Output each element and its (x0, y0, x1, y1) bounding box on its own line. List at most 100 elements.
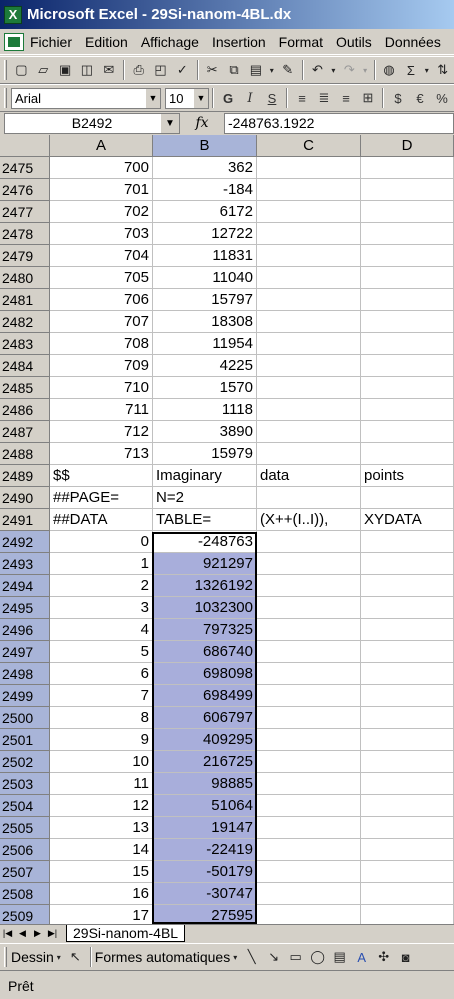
wordart-icon[interactable]: A (357, 949, 367, 965)
cell-c[interactable] (257, 531, 361, 553)
row-header[interactable]: 2481 (0, 289, 50, 311)
cell-b[interactable]: N=2 (153, 487, 257, 509)
cell-c[interactable] (257, 487, 361, 509)
cell-d[interactable] (361, 377, 454, 399)
cell-a[interactable]: 709 (50, 355, 153, 377)
cell-d[interactable] (361, 575, 454, 597)
row-header[interactable]: 2482 (0, 311, 50, 333)
row-header[interactable]: 2479 (0, 245, 50, 267)
cell-d[interactable] (361, 289, 454, 311)
cell-a[interactable]: ##PAGE= (50, 487, 153, 509)
cell-a[interactable]: 701 (50, 179, 153, 201)
cell-c[interactable] (257, 905, 361, 924)
cell-b[interactable]: 4225 (153, 355, 257, 377)
cell-d[interactable] (361, 839, 454, 861)
row-header[interactable]: 2495 (0, 597, 50, 619)
row-header[interactable]: 2490 (0, 487, 50, 509)
cell-d[interactable] (361, 861, 454, 883)
row-header[interactable]: 2491 (0, 509, 50, 531)
cell-b[interactable]: -184 (153, 179, 257, 201)
cell-c[interactable] (257, 663, 361, 685)
cell-a[interactable]: 700 (50, 157, 153, 179)
cell-a[interactable]: 706 (50, 289, 153, 311)
cell-b[interactable]: 27595 (153, 905, 257, 924)
next-sheet-icon[interactable]: ▶ (34, 928, 41, 938)
hyperlink-icon[interactable]: ◍ (383, 62, 395, 77)
cell-b[interactable]: 51064 (153, 795, 257, 817)
cell-a[interactable]: 2 (50, 575, 153, 597)
undo-icon[interactable]: ↶ (312, 62, 323, 77)
prev-sheet-icon[interactable]: ◀ (19, 928, 26, 938)
row-header[interactable]: 2484 (0, 355, 50, 377)
cell-b[interactable]: -30747 (153, 883, 257, 905)
cell-b[interactable]: 12722 (153, 223, 257, 245)
cell-b[interactable]: TABLE= (153, 509, 257, 531)
row-header[interactable]: 2505 (0, 817, 50, 839)
fx-icon[interactable]: fx (195, 115, 209, 131)
row-header[interactable]: 2504 (0, 795, 50, 817)
copy-icon[interactable]: ⧉ (229, 62, 239, 77)
bold-icon[interactable]: G (222, 90, 234, 106)
cell-b[interactable]: 3890 (153, 421, 257, 443)
cell-b[interactable]: 15979 (153, 443, 257, 465)
align-center-icon[interactable]: ≣ (318, 90, 330, 105)
cell-d[interactable] (361, 795, 454, 817)
cell-d[interactable] (361, 685, 454, 707)
cell-b[interactable]: 1032300 (153, 597, 257, 619)
font-select[interactable]: Arial ▼ (11, 87, 161, 109)
column-header-a[interactable]: A (50, 135, 153, 157)
draw-menu-button[interactable]: Dessin (11, 949, 54, 965)
cell-a[interactable]: 8 (50, 707, 153, 729)
cell-c[interactable] (257, 245, 361, 267)
cell-b[interactable]: 11040 (153, 267, 257, 289)
cell-a[interactable]: 705 (50, 267, 153, 289)
cell-a[interactable]: 704 (50, 245, 153, 267)
cell-a[interactable]: 16 (50, 883, 153, 905)
euro-icon[interactable]: € (416, 90, 424, 106)
row-header[interactable]: 2492 (0, 531, 50, 553)
row-header[interactable]: 2499 (0, 685, 50, 707)
cell-d[interactable]: XYDATA (361, 509, 454, 531)
cell-c[interactable] (257, 553, 361, 575)
chevron-down-icon[interactable]: ▼ (145, 88, 160, 108)
row-header[interactable]: 2489 (0, 465, 50, 487)
cell-c[interactable] (257, 311, 361, 333)
cell-c[interactable] (257, 289, 361, 311)
cell-c[interactable] (257, 399, 361, 421)
cell-a[interactable]: 702 (50, 201, 153, 223)
cell-b[interactable]: -22419 (153, 839, 257, 861)
cell-b[interactable]: 797325 (153, 619, 257, 641)
cell-d[interactable] (361, 883, 454, 905)
cell-c[interactable] (257, 619, 361, 641)
cell-b[interactable]: 686740 (153, 641, 257, 663)
cell-b[interactable]: Imaginary (153, 465, 257, 487)
merge-center-icon[interactable]: ⊞ (362, 90, 374, 105)
row-header[interactable]: 2493 (0, 553, 50, 575)
cell-b[interactable]: 1118 (153, 399, 257, 421)
cell-d[interactable] (361, 443, 454, 465)
toolbar-grip[interactable] (4, 88, 7, 108)
cell-c[interactable] (257, 839, 361, 861)
cell-d[interactable] (361, 663, 454, 685)
redo-dropdown-icon[interactable]: ▾ (363, 65, 368, 75)
email-icon[interactable]: ✉ (103, 62, 115, 77)
menu-donnees[interactable]: Données (384, 33, 441, 50)
cell-d[interactable] (361, 311, 454, 333)
cell-b[interactable]: 98885 (153, 773, 257, 795)
cell-a[interactable]: 15 (50, 861, 153, 883)
cell-b[interactable]: 698499 (153, 685, 257, 707)
cell-d[interactable] (361, 707, 454, 729)
cell-a[interactable]: 711 (50, 399, 153, 421)
cell-b[interactable]: 409295 (153, 729, 257, 751)
underline-icon[interactable]: S (267, 90, 277, 106)
menu-insertion[interactable]: Insertion (211, 33, 266, 50)
diagram-icon[interactable]: ✣ (378, 949, 390, 964)
chevron-down-icon[interactable]: ▾ (233, 952, 238, 962)
row-header[interactable]: 2500 (0, 707, 50, 729)
cell-b[interactable]: -50179 (153, 861, 257, 883)
column-header-b[interactable]: B (153, 135, 257, 157)
cell-c[interactable] (257, 377, 361, 399)
textbox-icon[interactable]: ▤ (333, 949, 346, 964)
cell-c[interactable] (257, 333, 361, 355)
cell-a[interactable]: 5 (50, 641, 153, 663)
